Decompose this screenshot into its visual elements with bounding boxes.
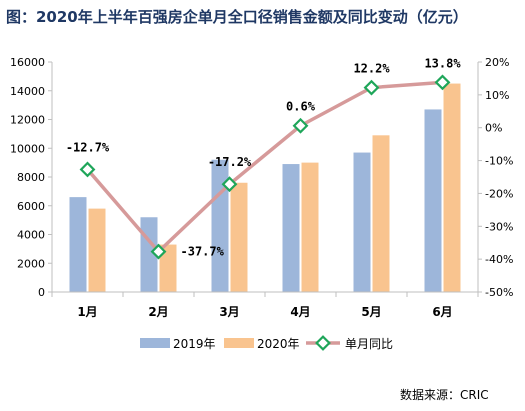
x-tick-label: 3月 — [219, 305, 239, 319]
yoy-marker — [150, 243, 167, 260]
yoy-data-label: -12.7% — [66, 140, 110, 154]
bar-2019 — [282, 164, 300, 292]
legend-marker-yoy — [315, 335, 331, 351]
x-tick-label: 1月 — [77, 305, 97, 319]
bar-2019 — [424, 109, 442, 292]
bar-2020 — [443, 83, 461, 292]
bar-2020 — [230, 182, 248, 292]
bar-2020 — [159, 244, 177, 292]
yoy-marker — [221, 176, 238, 193]
plot-area: -12.7% -37.7% -17.2% 0.6% 12.2% 13.8% — [66, 56, 461, 292]
legend: 2019年 2020年 单月同比 — [140, 335, 393, 351]
y-left-tick-label: 2000 — [17, 257, 45, 270]
y-left-tick-label: 6000 — [17, 200, 45, 213]
yoy-marker — [434, 74, 451, 91]
y-right-tick-label: -50% — [485, 286, 513, 299]
y-left-tick-label: 14000 — [10, 85, 45, 98]
y-left-tick-label: 10000 — [10, 142, 45, 155]
axes: 0 2000 4000 6000 8000 10000 12000 14000 16000 -50… — [10, 56, 513, 319]
y-left-tick-label: 0 — [38, 286, 45, 299]
bar-2020 — [301, 162, 319, 292]
yoy-marker — [292, 117, 309, 134]
y-left-tick-label: 12000 — [10, 114, 45, 127]
y-right-tick-label: -40% — [485, 253, 513, 266]
legend-label-yoy: 单月同比 — [345, 337, 393, 351]
yoy-data-label: -17.2% — [208, 155, 252, 169]
yoy-marker — [79, 161, 96, 178]
x-tick-label: 2月 — [148, 305, 168, 319]
legend-swatch-2019 — [140, 338, 170, 348]
bar-2019 — [353, 152, 371, 292]
yoy-data-label: 12.2% — [353, 62, 390, 76]
legend-label-2020: 2020年 — [257, 337, 300, 351]
y-right-tick-label: -20% — [485, 187, 513, 200]
y-right-tick-label: 10% — [485, 89, 509, 102]
y-left-tick-label: 16000 — [10, 56, 45, 69]
bar-2020 — [372, 135, 390, 292]
x-tick-label: 5月 — [361, 305, 381, 319]
bar-2020 — [88, 208, 106, 292]
bar-2019 — [69, 197, 87, 292]
yoy-data-label: 13.8% — [424, 56, 461, 70]
yoy-data-label: -37.7% — [181, 245, 225, 259]
y-right-tick-label: 0% — [485, 122, 502, 135]
y-left-tick-label: 4000 — [17, 229, 45, 242]
yoy-line — [86, 80, 443, 254]
source-note: 数据来源：CRIC — [400, 387, 489, 402]
bar-2019 — [211, 159, 229, 292]
yoy-marker — [363, 79, 380, 96]
y-right-tick-label: 20% — [485, 56, 509, 69]
legend-swatch-2020 — [224, 338, 254, 348]
x-tick-label: 6月 — [432, 305, 452, 319]
y-left-tick-label: 8000 — [17, 171, 45, 184]
chart-title: 图：2020年上半年百强房企单月全口径销售金额及同比变动（亿元） — [6, 8, 468, 26]
x-tick-label: 4月 — [290, 305, 310, 319]
y-right-tick-label: -10% — [485, 155, 513, 168]
yoy-data-label: 0.6% — [286, 100, 316, 114]
y-right-tick-label: -30% — [485, 220, 513, 233]
legend-label-2019: 2019年 — [173, 337, 216, 351]
